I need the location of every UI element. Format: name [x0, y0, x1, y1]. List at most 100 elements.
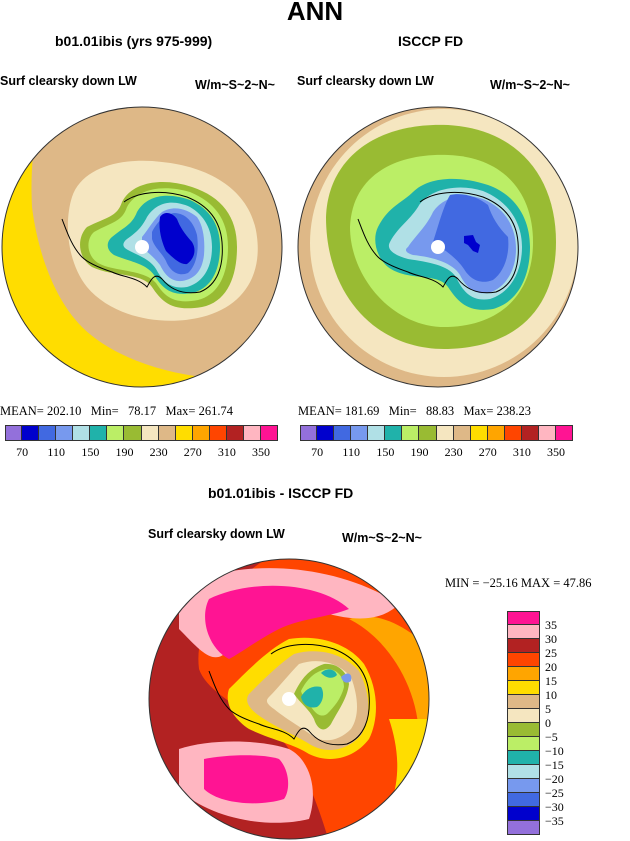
contour-neg25: [341, 673, 352, 683]
colorbar-box: [260, 425, 278, 441]
colorbar-box: [507, 807, 540, 821]
colorbar-tick-label: 35: [545, 618, 557, 632]
colorbar-tick-label: −5: [545, 730, 558, 744]
colorbar-tick-label: 110: [47, 445, 65, 459]
colorbar-tick-label: −35: [545, 814, 564, 828]
colorbar-box: [507, 653, 540, 667]
colorbar-box: [487, 425, 505, 441]
colorbar-box: [124, 425, 142, 441]
contour-35-top: [205, 585, 349, 659]
colorbar-box: [209, 425, 227, 441]
panel-2-units: W/m~S~2~N~: [490, 78, 570, 92]
colorbar-box: [107, 425, 125, 441]
colorbar-tick-label: −15: [545, 758, 564, 772]
colorbar-tick-label: 190: [410, 445, 429, 459]
colorbar-tick-label: 190: [115, 445, 134, 459]
colorbar-tick-label: 310: [512, 445, 531, 459]
colorbar-tick-label: 270: [183, 445, 202, 459]
colorbar-box: [507, 681, 540, 695]
colorbar-box: [317, 425, 335, 441]
diff-stats: MIN = −25.16 MAX = 47.86: [445, 576, 592, 590]
obs-colorbar-labels: 70 110 150 190 230 270 310 350: [300, 443, 573, 459]
colorbar-tick-label: −20: [545, 772, 564, 786]
colorbar-tick-label: 5: [545, 702, 551, 716]
colorbar-tick-label: 270: [478, 445, 497, 459]
model-colorbar-labels: 70 110 150 190 230 270 310 350: [5, 443, 278, 459]
difference-colorbar-labels: 35 30 25 20 15 10 5 0 −5 −10 −15 −20 −25 −30 −35: [545, 611, 585, 835]
colorbar-box: [300, 425, 318, 441]
colorbar-box: [351, 425, 369, 441]
panel-1-variable: Surf clearsky down LW: [0, 74, 137, 88]
pole-hole: [282, 692, 296, 706]
colorbar-tick-label: 350: [251, 445, 270, 459]
map-boundary: [297, 106, 579, 388]
colorbar-tick-label: −10: [545, 744, 564, 758]
antarctica-coastline: [357, 192, 519, 294]
colorbar-box: [419, 425, 437, 441]
panel-1-stats: MEAN= 202.10 Min= 78.17 Max= 261.74: [0, 404, 233, 419]
colorbar-tick-label: 230: [444, 445, 463, 459]
colorbar-box: [507, 779, 540, 793]
max-value: 238.23: [496, 404, 531, 418]
contour-90: [464, 235, 480, 253]
mean-label: MEAN=: [298, 404, 342, 418]
colorbar-box: [507, 639, 540, 653]
map-boundary: [1, 106, 283, 388]
pole-hole: [135, 240, 149, 254]
colorbar-tick-label: −30: [545, 800, 564, 814]
colorbar-tick-label: 0: [545, 716, 551, 730]
colorbar-box: [470, 425, 488, 441]
colorbar-tick-label: 15: [545, 674, 557, 688]
colorbar-tick-label: 70: [311, 445, 324, 459]
colorbar-tick-label: 150: [81, 445, 100, 459]
colorbar-box: [507, 793, 540, 807]
colorbar-box: [90, 425, 108, 441]
contour-neg15: [301, 686, 324, 708]
diff-title: b01.01ibis - ISCCP FD: [208, 485, 354, 501]
panel-2-title: ISCCP FD: [398, 33, 464, 49]
colorbar-tick-label: 230: [149, 445, 168, 459]
panel-2-stats: MEAN= 181.69 Min= 88.83 Max= 238.23: [298, 404, 531, 419]
colorbar-box: [368, 425, 386, 441]
colorbar-tick-label: 350: [546, 445, 565, 459]
contour-90: [159, 213, 195, 265]
colorbar-box: [507, 723, 540, 737]
mean-label: MEAN=: [0, 404, 44, 418]
difference-colorbar: [507, 611, 540, 835]
colorbar-box: [22, 425, 40, 441]
obs-colorbar: [300, 425, 573, 441]
colorbar-box: [385, 425, 403, 441]
colorbar-box: [507, 751, 540, 765]
colorbar-box: [507, 667, 540, 681]
colorbar-box: [436, 425, 454, 441]
colorbar-box: [402, 425, 420, 441]
colorbar-box: [192, 425, 210, 441]
colorbar-box: [507, 611, 540, 625]
colorbar-box: [175, 425, 193, 441]
colorbar-tick-label: 25: [545, 646, 557, 660]
min-value: 78.17: [128, 404, 157, 418]
antarctica-coastline: [61, 192, 223, 294]
obs-polar-map: [297, 106, 579, 388]
min-label: Min=: [90, 404, 119, 418]
colorbar-box: [243, 425, 261, 441]
colorbar-box: [507, 765, 540, 779]
antarctica-coastline: [208, 644, 370, 746]
difference-polar-map: [148, 558, 430, 840]
mean-value: 202.10: [46, 404, 82, 418]
mean-value: 181.69: [344, 404, 380, 418]
colorbar-tick-label: 10: [545, 688, 557, 702]
colorbar-tick-label: 150: [376, 445, 395, 459]
figure-title: ANN: [286, 0, 344, 26]
colorbar-tick-label: −25: [545, 786, 564, 800]
colorbar-box: [39, 425, 57, 441]
contour-neg15-b: [321, 669, 337, 678]
max-value: 261.74: [198, 404, 233, 418]
colorbar-box: [226, 425, 244, 441]
colorbar-box: [507, 709, 540, 723]
colorbar-box: [5, 425, 23, 441]
panel-2-variable: Surf clearsky down LW: [297, 74, 434, 88]
colorbar-box: [504, 425, 522, 441]
model-polar-map: [1, 106, 283, 388]
colorbar-box: [453, 425, 471, 441]
